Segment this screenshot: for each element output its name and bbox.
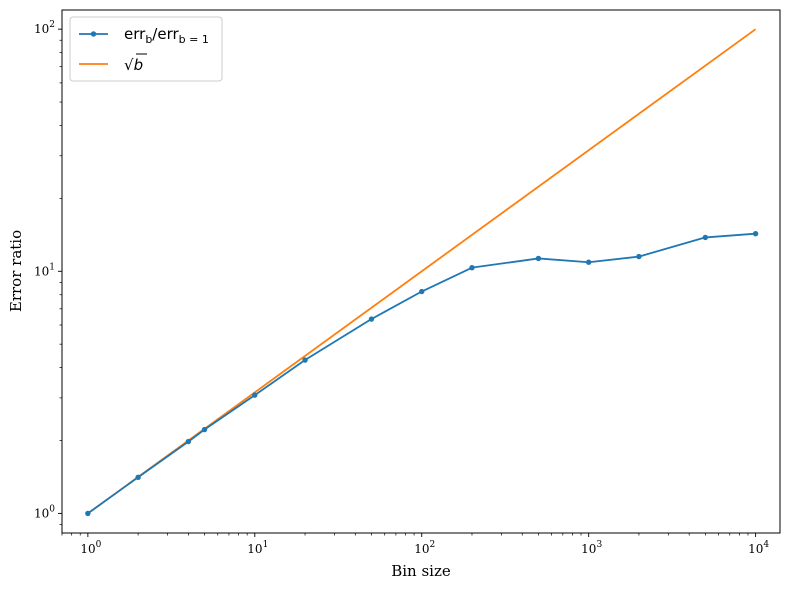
x-tick-label: 103 [581, 540, 602, 556]
y-tick-label: 100 [34, 504, 55, 520]
y-axis-label: Error ratio [7, 230, 25, 312]
legend-label-series-2: √b [124, 56, 143, 74]
data-point [201, 426, 208, 433]
data-point [302, 357, 308, 363]
series-line-1 [87, 232, 756, 515]
series-layer [85, 28, 759, 517]
legend-marker-series-1 [90, 31, 97, 37]
data-point [252, 392, 258, 398]
x-axis-ticks: 100 101 102 103 104 [61, 533, 769, 556]
data-point [469, 264, 475, 271]
y-axis-ticks: 100 101 102 [34, 20, 62, 525]
data-point [135, 474, 141, 480]
data-point [419, 288, 425, 295]
legend-label-series-1: errb/errb = 1 [124, 25, 209, 46]
legend-box [69, 16, 223, 82]
data-point [85, 510, 91, 517]
y-tick-label: 102 [34, 20, 55, 36]
x-tick-label: 104 [748, 540, 769, 556]
data-point [368, 316, 375, 322]
data-point [752, 230, 759, 237]
y-tick-label: 101 [34, 262, 55, 278]
data-point [636, 253, 642, 260]
data-point [585, 259, 592, 265]
data-point [185, 438, 192, 445]
x-tick-label: 102 [414, 540, 435, 556]
x-tick-label: 100 [80, 540, 101, 556]
legend: errb/errb = 1 √b [69, 16, 223, 82]
x-tick-label: 101 [247, 540, 268, 556]
data-point [702, 234, 709, 241]
data-point [535, 255, 542, 262]
x-axis-label: Bin size [391, 562, 451, 580]
